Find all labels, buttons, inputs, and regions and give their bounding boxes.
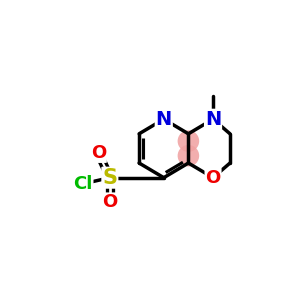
Text: O: O (91, 144, 106, 162)
Text: N: N (205, 110, 221, 129)
Text: O: O (206, 169, 221, 187)
Circle shape (178, 145, 199, 167)
Circle shape (178, 130, 199, 152)
Text: N: N (156, 110, 172, 129)
Text: O: O (102, 193, 118, 211)
Text: S: S (102, 168, 117, 188)
Text: Cl: Cl (73, 175, 93, 193)
